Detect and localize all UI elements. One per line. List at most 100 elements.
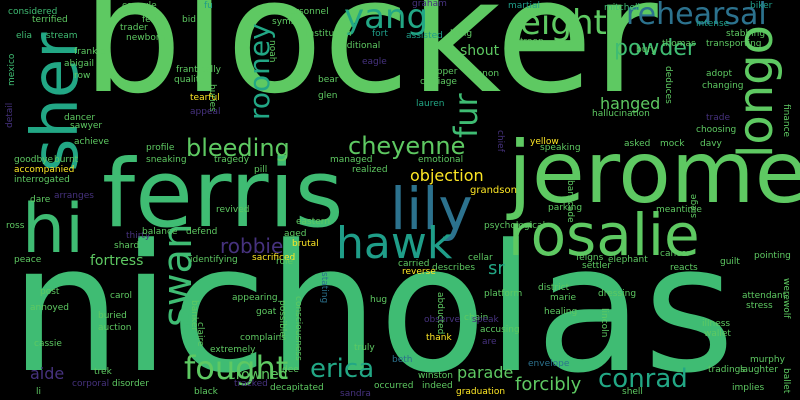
- word-hi: hi: [22, 190, 84, 269]
- word-noah: noah: [267, 40, 277, 63]
- word-personnel: personnel: [284, 7, 329, 17]
- word-revived: revived: [216, 205, 250, 215]
- word-parking: parking: [548, 203, 583, 213]
- word-healing: healing: [544, 307, 578, 317]
- word-shout: shout: [460, 43, 500, 59]
- word-ferris: ferris: [102, 140, 344, 249]
- word-abducted: abducted: [435, 292, 445, 335]
- word-brutal: brutal: [292, 239, 319, 249]
- word-barricade: barricade: [565, 180, 575, 223]
- word-thank: thank: [426, 333, 452, 343]
- word-beth: beth: [392, 355, 413, 365]
- word-cassie: cassie: [34, 339, 62, 349]
- word-consciousness: consciousness: [293, 296, 303, 361]
- word-transporting: transporting: [706, 39, 762, 49]
- word-describes: describes: [432, 263, 476, 273]
- word-goodbye: goodbye: [14, 155, 54, 165]
- word-marie: marie: [550, 293, 577, 303]
- word-eight: eight: [520, 3, 607, 43]
- word-carriage: carriage: [420, 77, 457, 87]
- word-jerome: jerome: [508, 123, 800, 223]
- word-speak: speak: [472, 315, 499, 325]
- word-terrified: terrified: [32, 15, 68, 25]
- word-thirty: thirty: [126, 231, 151, 241]
- word-elia: elia: [16, 31, 33, 41]
- word-implies: implies: [732, 383, 765, 393]
- word-hanged: hanged: [600, 94, 661, 113]
- word-tragedy: tragedy: [214, 155, 250, 165]
- word-bid: bid: [182, 15, 196, 25]
- word-extremely: extremely: [210, 345, 256, 355]
- word-intense: intense: [696, 19, 730, 29]
- word-carol: carol: [110, 291, 132, 301]
- word-mexico: mexico: [7, 53, 17, 86]
- word-defend: defend: [186, 227, 218, 237]
- word-blocker: blocker: [82, 0, 658, 129]
- word-tracked: tracked: [234, 379, 268, 389]
- word-complains: complains: [240, 333, 286, 343]
- word-laughter: laughter: [740, 365, 778, 375]
- word-quality: quality: [174, 75, 205, 85]
- word-asked: asked: [624, 139, 651, 149]
- word-balance: balance: [142, 227, 178, 237]
- word-parade: parade: [457, 363, 514, 382]
- word-shard: shard: [114, 241, 140, 251]
- word-decapitated: decapitated: [270, 383, 324, 393]
- word-banker: banker: [189, 300, 199, 332]
- word-appearing: appearing: [232, 293, 278, 303]
- word-symbol: symbol: [272, 17, 305, 27]
- word-winston: winston: [418, 371, 453, 381]
- word-bleeding: bleeding: [186, 134, 290, 162]
- word-chief: chief: [495, 130, 505, 152]
- word-meantime: meantime: [656, 205, 702, 215]
- word-bear: bear: [318, 75, 339, 85]
- word-goat: goat: [256, 307, 277, 317]
- word-disorder: disorder: [112, 379, 149, 389]
- word-emotional: emotional: [418, 155, 464, 165]
- word-fortress: fortress: [90, 253, 144, 269]
- word-trade: trade: [706, 113, 730, 123]
- word-fu: fu: [204, 1, 213, 11]
- word-thomas: thomas: [662, 39, 696, 49]
- word-ballet: ballet: [781, 368, 791, 394]
- word-burnt: burnt: [54, 155, 79, 165]
- word-murphy: murphy: [750, 355, 785, 365]
- word-psychological: psychological: [484, 221, 546, 231]
- word-tearful: tearful: [190, 93, 220, 103]
- word-nicholas: nicholas: [10, 207, 735, 400]
- word-detail: detail: [5, 102, 15, 128]
- word-dancer: dancer: [64, 113, 96, 123]
- word-occurred: occurred: [374, 381, 414, 391]
- word-abigail: abigail: [64, 59, 94, 69]
- word-observe: observe: [424, 315, 461, 325]
- word-trek: trek: [94, 367, 112, 377]
- word-objection: objection: [410, 166, 484, 185]
- word-speaking: speaking: [540, 143, 581, 153]
- word-institution: institution: [306, 29, 352, 39]
- word-pill: pill: [254, 165, 268, 175]
- word-arranges: arranges: [54, 191, 94, 201]
- word-auction: auction: [98, 323, 132, 333]
- word-achieve: achieve: [74, 137, 110, 147]
- word-powder: powder: [614, 36, 696, 61]
- word-cannon: cannon: [466, 69, 500, 79]
- word-erica: erica: [310, 354, 375, 384]
- word-hug: hug: [370, 295, 388, 305]
- word-conrad: conrad: [598, 364, 688, 394]
- word-appeal: appeal: [190, 107, 221, 117]
- word-considered: considered: [8, 7, 58, 17]
- word-eagle: eagle: [362, 57, 387, 67]
- word-fur: fur: [447, 93, 485, 138]
- word-fort: fort: [372, 29, 388, 39]
- word-finance: finance: [781, 104, 791, 138]
- word-cancer: cancer: [660, 249, 691, 259]
- word-rehearsal: rehearsal: [626, 0, 767, 32]
- word-attendant: attendant: [742, 291, 787, 301]
- word-biker: biker: [750, 1, 773, 11]
- word-newborn: newborn: [126, 33, 166, 43]
- word-dressing: dressing: [598, 289, 637, 299]
- word-kung: kung: [450, 29, 473, 39]
- word-illness: illness: [702, 319, 731, 329]
- word-changing: changing: [702, 81, 744, 91]
- word-interrogated: interrogated: [14, 175, 70, 185]
